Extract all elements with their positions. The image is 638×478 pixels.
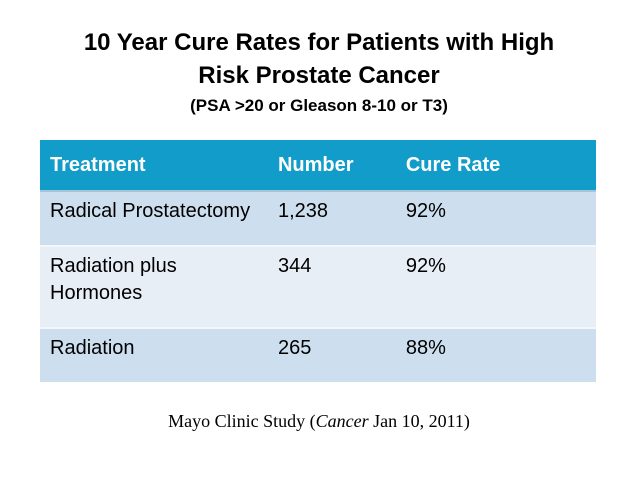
cell-treatment: Radical Prostatectomy — [40, 190, 268, 246]
page-title-line1: 10 Year Cure Rates for Patients with Hig… — [83, 29, 555, 56]
table-row-radical-prostatectomy: Radical Prostatectomy 1,238 92% — [40, 190, 596, 246]
cell-cure-rate: 92% — [395, 245, 596, 328]
column-header-cure-rate: Cure Rate — [395, 140, 596, 191]
cell-cure-rate: 92% — [395, 190, 596, 246]
page-subtitle: (PSA >20 or Gleason 8-10 or T3) — [190, 96, 448, 115]
citation-prefix: Mayo Clinic Study ( — [168, 411, 316, 431]
page-title-line2: Risk Prostate Cancer — [198, 62, 440, 89]
table-row-radiation: Radiation 265 88% — [40, 327, 596, 382]
citation-suffix: Jan 10, 2011) — [368, 411, 470, 431]
journal-name: Cancer — [315, 411, 369, 431]
column-header-treatment: Treatment — [40, 140, 268, 191]
cell-cure-rate: 88% — [395, 327, 596, 382]
cell-number: 344 — [267, 245, 396, 328]
cell-number: 1,238 — [267, 190, 396, 246]
table-header-row: Treatment Number Cure Rate — [40, 140, 596, 191]
cell-treatment: Radiation plus Hormones — [40, 245, 268, 328]
column-header-number: Number — [267, 140, 396, 191]
cell-number: 265 — [267, 327, 396, 382]
cell-treatment: Radiation — [40, 327, 268, 382]
source-citation: Mayo Clinic Study (Cancer Jan 10, 2011) — [0, 409, 638, 433]
page-title: 10 Year Cure Rates for Patients with Hig… — [0, 26, 638, 92]
cure-rates-table: Treatment Number Cure Rate Radical Prost… — [40, 140, 596, 382]
table-row-radiation-plus-hormones: Radiation plus Hormones 344 92% — [40, 245, 596, 328]
